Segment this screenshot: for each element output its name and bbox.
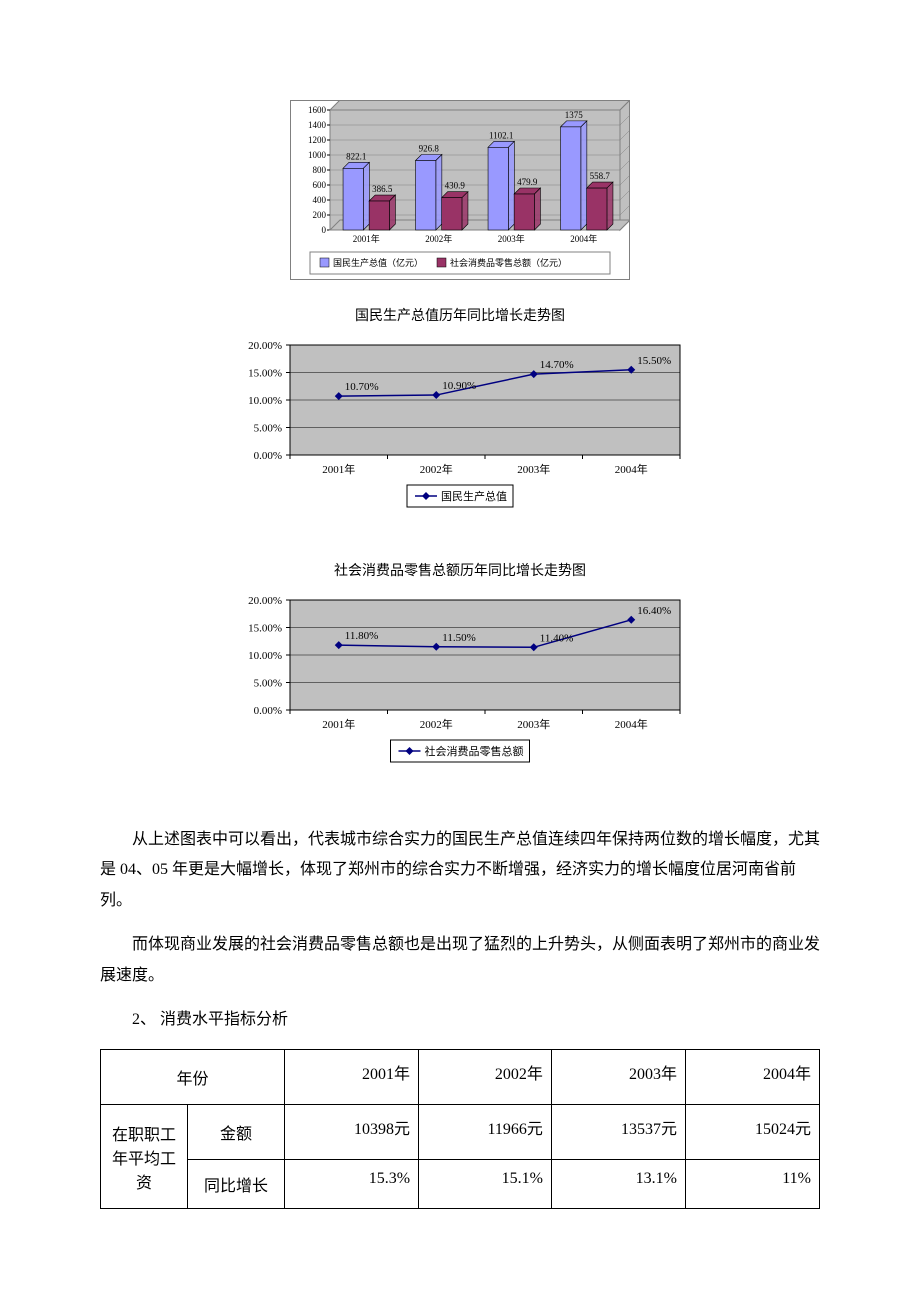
svg-text:1400: 1400 bbox=[308, 120, 327, 130]
svg-text:430.9: 430.9 bbox=[445, 181, 466, 191]
svg-text:1375: 1375 bbox=[565, 110, 584, 120]
svg-text:15.00%: 15.00% bbox=[248, 623, 282, 635]
svg-text:2002年: 2002年 bbox=[425, 233, 452, 244]
svg-text:14.70%: 14.70% bbox=[540, 359, 574, 371]
growth-cell: 15.3% bbox=[285, 1160, 419, 1209]
svg-text:800: 800 bbox=[313, 165, 327, 175]
svg-text:0.00%: 0.00% bbox=[254, 450, 282, 462]
svg-text:5.00%: 5.00% bbox=[254, 423, 282, 435]
bar-chart-3d: 0 200 400 600 800 1000 1200 1400 1600 822.1 386.5 2… bbox=[290, 100, 630, 285]
svg-text:10.70%: 10.70% bbox=[345, 381, 379, 393]
svg-text:社会消费品零售总额: 社会消费品零售总额 bbox=[425, 744, 524, 758]
svg-text:2001年: 2001年 bbox=[322, 462, 355, 476]
svg-text:1102.1: 1102.1 bbox=[489, 130, 513, 140]
svg-text:5.00%: 5.00% bbox=[254, 678, 282, 690]
svg-text:10.90%: 10.90% bbox=[442, 380, 476, 392]
svg-text:2003年: 2003年 bbox=[517, 462, 550, 476]
line-chart-1: 0.00% 5.00% 10.00% 15.00% 20.00% 2001年 2002年 20… bbox=[220, 335, 700, 530]
svg-text:10.00%: 10.00% bbox=[248, 395, 282, 407]
svg-text:11.50%: 11.50% bbox=[442, 632, 476, 644]
svg-text:2001年: 2001年 bbox=[322, 717, 355, 731]
amount-cell: 13537元 bbox=[551, 1105, 685, 1160]
svg-text:15.00%: 15.00% bbox=[248, 368, 282, 380]
year-cell: 2002年 bbox=[419, 1050, 552, 1105]
svg-text:社会消费品零售总额（亿元）: 社会消费品零售总额（亿元） bbox=[450, 257, 567, 268]
svg-text:558.7: 558.7 bbox=[590, 171, 611, 181]
svg-text:20.00%: 20.00% bbox=[248, 340, 282, 352]
svg-text:国民生产总值（亿元）: 国民生产总值（亿元） bbox=[333, 257, 423, 268]
year-cell: 2003年 bbox=[551, 1050, 685, 1105]
table-row: 年份 2001年 2002年 2003年 2004年 bbox=[101, 1050, 820, 1105]
svg-text:20.00%: 20.00% bbox=[248, 595, 282, 607]
svg-text:2002年: 2002年 bbox=[420, 462, 453, 476]
growth-cell: 15.1% bbox=[419, 1160, 552, 1209]
year-cell: 2001年 bbox=[285, 1050, 419, 1105]
svg-text:479.9: 479.9 bbox=[517, 177, 538, 187]
svg-text:1000: 1000 bbox=[308, 150, 327, 160]
paragraph-1: 从上述图表中可以看出，代表城市综合实力的国民生产总值连续四年保持两位数的增长幅度… bbox=[100, 825, 820, 916]
growth-cell: 11% bbox=[685, 1160, 819, 1209]
svg-text:国民生产总值: 国民生产总值 bbox=[441, 489, 507, 503]
svg-text:10.00%: 10.00% bbox=[248, 650, 282, 662]
line-chart-1-title: 国民生产总值历年同比增长走势图 bbox=[100, 305, 820, 325]
line-chart-2-title: 社会消费品零售总额历年同比增长走势图 bbox=[100, 560, 820, 580]
svg-text:16.40%: 16.40% bbox=[637, 605, 671, 617]
amount-cell: 15024元 bbox=[685, 1105, 819, 1160]
svg-text:2002年: 2002年 bbox=[420, 717, 453, 731]
svg-text:400: 400 bbox=[313, 195, 327, 205]
svg-text:1200: 1200 bbox=[308, 135, 327, 145]
growth-label: 同比增长 bbox=[188, 1160, 285, 1209]
svg-text:0: 0 bbox=[322, 225, 327, 235]
paragraph-2: 而体现商业发展的社会消费品零售总额也是出现了猛烈的上升势头，从侧面表明了郑州市的… bbox=[100, 930, 820, 991]
amount-cell: 11966元 bbox=[419, 1105, 552, 1160]
svg-text:822.1: 822.1 bbox=[346, 151, 366, 161]
svg-text:200: 200 bbox=[313, 210, 327, 220]
year-cell: 2004年 bbox=[685, 1050, 819, 1105]
svg-text:11.80%: 11.80% bbox=[345, 630, 379, 642]
svg-text:15.50%: 15.50% bbox=[637, 355, 671, 367]
svg-text:2003年: 2003年 bbox=[498, 233, 525, 244]
table-row: 同比增长 15.3% 15.1% 13.1% 11% bbox=[101, 1160, 820, 1209]
consumption-table: 年份 2001年 2002年 2003年 2004年 在职职工年平均工资 金额 … bbox=[100, 1049, 820, 1209]
svg-text:0.00%: 0.00% bbox=[254, 705, 282, 717]
svg-text:600: 600 bbox=[313, 180, 327, 190]
svg-text:2004年: 2004年 bbox=[615, 717, 648, 731]
svg-text:2001年: 2001年 bbox=[353, 233, 380, 244]
table-row: 在职职工年平均工资 金额 10398元 11966元 13537元 15024元 bbox=[101, 1105, 820, 1160]
svg-text:11.40%: 11.40% bbox=[540, 632, 574, 644]
svg-text:926.8: 926.8 bbox=[419, 143, 440, 153]
svg-text:386.5: 386.5 bbox=[372, 184, 393, 194]
line-chart-2: 0.00% 5.00% 10.00% 15.00% 20.00% 2001年 2002年 20… bbox=[220, 590, 700, 785]
svg-text:2003年: 2003年 bbox=[517, 717, 550, 731]
growth-cell: 13.1% bbox=[551, 1160, 685, 1209]
svg-text:2004年: 2004年 bbox=[570, 233, 597, 244]
amount-label: 金额 bbox=[188, 1105, 285, 1160]
svg-text:1600: 1600 bbox=[308, 105, 327, 115]
svg-text:2004年: 2004年 bbox=[615, 462, 648, 476]
section-2-heading: 2、 消费水平指标分析 bbox=[132, 1005, 820, 1035]
group-label: 在职职工年平均工资 bbox=[101, 1105, 188, 1209]
year-header: 年份 bbox=[101, 1050, 285, 1105]
amount-cell: 10398元 bbox=[285, 1105, 419, 1160]
